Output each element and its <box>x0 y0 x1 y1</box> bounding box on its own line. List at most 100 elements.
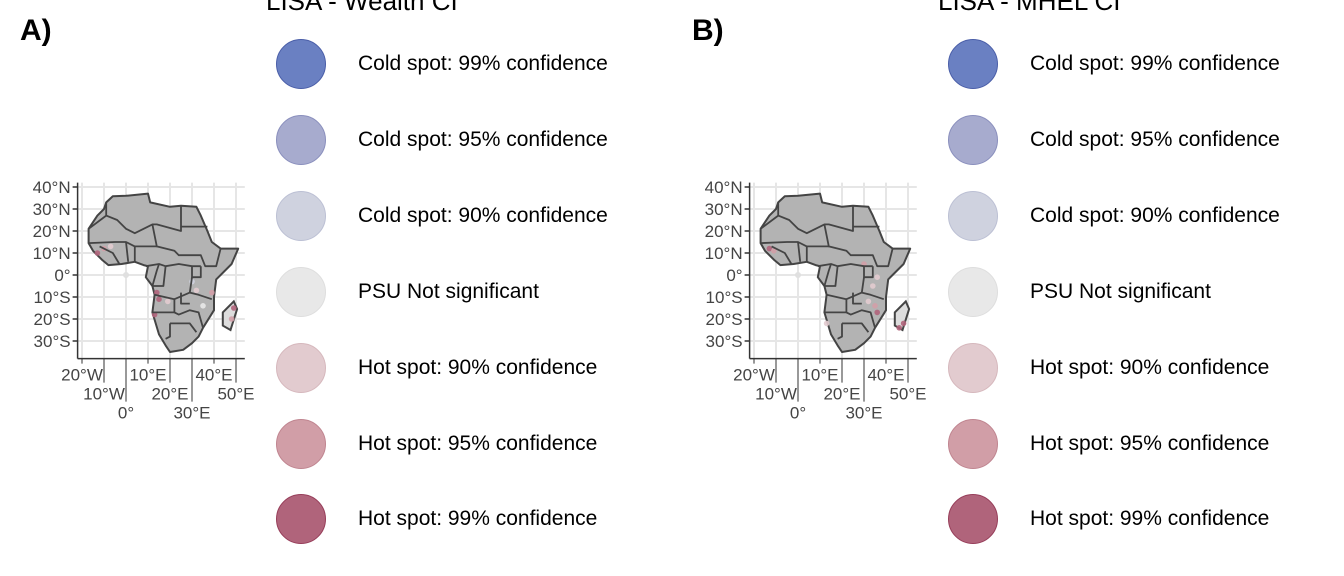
legend-swatch-circle <box>948 39 998 89</box>
africa-map: 40°N30°N20°N10°N0°10°S20°S30°S20°W10°W0°… <box>705 178 927 423</box>
legend-label: PSU Not significant <box>1030 279 1211 303</box>
psu-point <box>156 296 162 302</box>
country-border <box>125 241 130 262</box>
psu-point <box>823 320 830 327</box>
psu-point <box>154 289 160 296</box>
legend-swatch-circle <box>948 114 998 165</box>
psu-point <box>766 245 773 252</box>
x-tick-label: 30°E <box>173 404 210 423</box>
country-border <box>152 309 204 329</box>
legend-item: Cold spot: 90% confidence <box>276 189 608 243</box>
legend-swatch-circle <box>276 39 326 89</box>
panel-label: A) <box>20 14 52 47</box>
country-border <box>797 241 802 262</box>
country-border <box>170 322 198 333</box>
psu-point <box>107 243 114 250</box>
psu-point <box>123 272 129 278</box>
y-tick-label: 20°S <box>34 310 71 329</box>
country-border <box>845 291 863 313</box>
legend-label: Hot spot: 90% confidence <box>358 355 598 379</box>
x-tick-label: 0° <box>118 404 134 423</box>
psu-point <box>870 283 876 289</box>
y-tick-label: 0° <box>54 266 70 285</box>
psu-point <box>193 287 200 294</box>
psu-point <box>94 250 101 256</box>
y-tick-label: 40°N <box>33 178 71 197</box>
country-border <box>152 266 167 287</box>
legend-item: Hot spot: 95% confidence <box>276 417 597 471</box>
legend-swatch-circle <box>948 190 998 241</box>
legend-item: Cold spot: 99% confidence <box>948 37 1280 91</box>
x-tick-label: 20°W <box>733 366 775 385</box>
psu-point <box>865 298 872 305</box>
y-tick-label: 20°N <box>33 222 71 241</box>
country-border <box>165 323 171 340</box>
legend-label: Cold spot: 90% confidence <box>358 203 608 227</box>
y-tick-label: 40°N <box>705 178 743 197</box>
country-border <box>842 322 870 333</box>
psu-point <box>200 303 206 309</box>
y-tick-label: 10°S <box>706 288 743 307</box>
country-border <box>817 263 873 268</box>
psu-point <box>900 320 907 327</box>
country-border <box>151 263 160 287</box>
country-border <box>191 266 202 279</box>
country-border <box>826 293 847 301</box>
legend-item: Hot spot: 99% confidence <box>948 492 1269 546</box>
panel-label: B) <box>692 14 724 47</box>
legend-swatch-circle <box>276 494 326 545</box>
x-tick-label: 20°E <box>823 385 860 404</box>
x-tick-label: 0° <box>790 404 806 423</box>
country-border <box>173 291 191 313</box>
legend-item: Hot spot: 90% confidence <box>276 341 597 395</box>
x-tick-label: 20°E <box>151 385 188 404</box>
y-tick-label: 30°N <box>33 200 71 219</box>
legend-label: Hot spot: 95% confidence <box>358 431 598 455</box>
x-tick-label: 10°W <box>83 385 125 404</box>
x-tick-label: 10°E <box>129 366 166 385</box>
legend-title: LISA - MHEL CI <box>938 0 1121 16</box>
x-tick-label: 50°E <box>217 385 254 404</box>
y-tick-label: 20°S <box>706 310 743 329</box>
country-border <box>852 292 862 305</box>
legend-label: Hot spot: 95% confidence <box>1030 431 1270 455</box>
legend-swatch-circle <box>276 266 326 317</box>
psu-point <box>874 274 880 280</box>
country-border <box>151 224 222 268</box>
legend-label: Cold spot: 90% confidence <box>1030 203 1280 227</box>
y-tick-label: 20°N <box>705 222 743 241</box>
legend-swatch-circle <box>948 266 998 317</box>
legend-item: Cold spot: 90% confidence <box>948 189 1280 243</box>
country-border <box>771 245 793 265</box>
africa-landmass <box>87 192 240 353</box>
country-border <box>180 292 190 305</box>
y-tick-label: 30°S <box>706 332 743 351</box>
psu-point <box>872 303 878 309</box>
psu-point <box>228 316 235 322</box>
x-tick-label: 10°W <box>755 385 797 404</box>
legend-item: PSU Not significant <box>948 265 1211 319</box>
legend-swatch-circle <box>276 418 326 469</box>
country-border <box>823 224 894 268</box>
x-tick-label: 30°E <box>845 404 882 423</box>
legend-label: PSU Not significant <box>358 279 539 303</box>
legend-item: Hot spot: 95% confidence <box>948 417 1269 471</box>
psu-point <box>771 248 777 254</box>
country-border <box>777 205 854 235</box>
legend-label: Hot spot: 90% confidence <box>1030 355 1270 379</box>
country-border <box>863 266 874 279</box>
legend-title: LISA - Wealth CI <box>266 0 458 16</box>
country-border <box>145 263 201 268</box>
psu-point <box>896 325 902 331</box>
africa-landmass <box>759 192 912 353</box>
legend-label: Hot spot: 99% confidence <box>358 507 598 531</box>
x-tick-label: 10°E <box>801 366 838 385</box>
country-border <box>824 309 876 329</box>
y-tick-label: 10°S <box>34 288 71 307</box>
legend-label: Cold spot: 99% confidence <box>1030 52 1280 75</box>
y-tick-label: 10°N <box>705 244 743 263</box>
panel-a: A) LISA - Wealth CI 40°N 30°N 20°N 10°N 0° 10… <box>20 0 608 545</box>
legend-label: Cold spot: 95% confidence <box>1030 127 1280 151</box>
country-border <box>105 205 182 235</box>
legend-swatch-circle <box>948 494 998 545</box>
